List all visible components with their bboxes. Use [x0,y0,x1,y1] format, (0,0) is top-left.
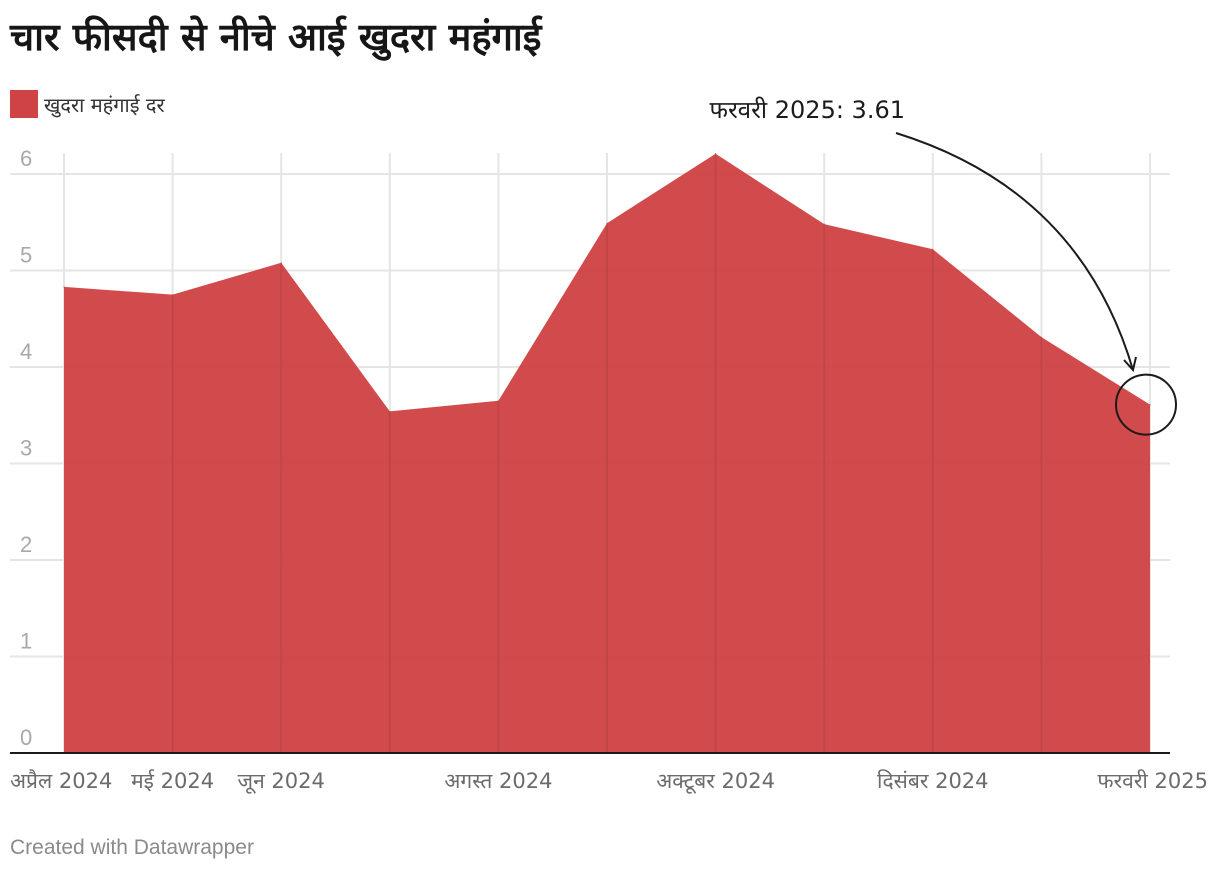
data-point [932,248,934,250]
legend-label: खुदरा महंगाई दर [44,92,165,117]
x-tick-label: दिसंबर 2024 [877,769,989,793]
annotation-layer: फरवरी 2025: 3.61 [709,96,1177,436]
data-point [389,410,391,412]
y-tick-label: 5 [20,243,32,268]
series-area [64,153,1150,754]
annotation-arrow [895,132,1134,371]
y-tick-label: 1 [20,629,32,654]
data-point [606,222,608,224]
x-tick-label: अक्टूबर 2024 [656,769,775,794]
credit-footer: Created with Datawrapper [10,836,254,859]
y-tick-label: 0 [20,725,32,750]
legend-swatch [10,90,38,118]
data-point [497,400,499,402]
x-tick-label: जून 2024 [238,769,325,794]
data-point [63,286,65,288]
chart-title: चार फीसदी से नीचे आई खुदरा महंगाई [10,15,542,59]
annotation-label: फरवरी 2025: 3.61 [709,96,905,124]
y-tick-label: 2 [20,532,32,557]
data-point [1149,404,1151,406]
annotation-arrowhead [1123,356,1137,373]
x-tick-label: फरवरी 2025 [1097,769,1208,793]
y-tick-label: 4 [20,339,32,364]
legend: खुदरा महंगाई दर [10,90,165,118]
annotation-circle [1115,373,1177,436]
data-point [1040,336,1042,338]
data-point [823,223,825,225]
x-tick-label: अप्रैल 2024 [10,769,112,793]
axes: 0 1 2 3 4 5 6 अप्रैल 2024 मई 2024 जून 2024 अगस्त 2… [10,146,1208,794]
data-point [280,262,282,264]
data-point [172,294,174,296]
data-point [715,153,717,155]
y-tick-label: 6 [20,146,32,171]
y-tick-label: 3 [20,436,32,461]
x-tick-label: अगस्त 2024 [444,769,552,793]
x-tick-label: मई 2024 [131,769,214,793]
area-layer [63,153,1151,754]
